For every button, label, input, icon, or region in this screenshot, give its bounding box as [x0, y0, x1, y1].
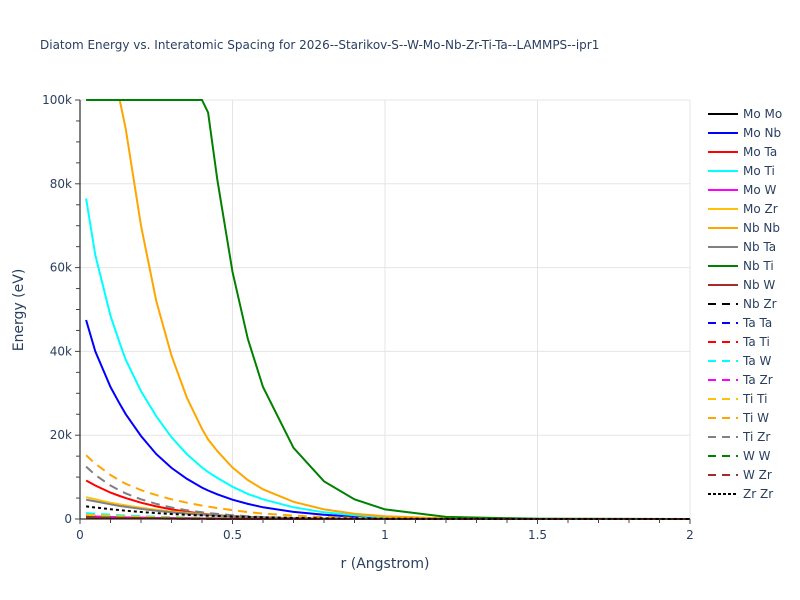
legend-label: Nb W	[743, 278, 775, 292]
y-tick-label: 80k	[50, 177, 72, 191]
trace-mo-nb	[85, 319, 690, 520]
trace-mo-ti	[85, 198, 691, 520]
legend-label: Nb Ti	[743, 259, 774, 273]
legend-label: Mo Ta	[743, 145, 777, 159]
data-traces	[85, 99, 691, 520]
legend-item-ti-w[interactable]: Ti W	[708, 411, 769, 425]
y-tick-label: 100k	[42, 93, 72, 107]
legend-label: Ti W	[742, 411, 769, 425]
legend-item-nb-zr[interactable]: Nb Zr	[708, 297, 777, 311]
legend-label: Nb Zr	[743, 297, 777, 311]
trace-nb-nb	[86, 99, 691, 520]
legend-label: Ta Zr	[742, 373, 773, 387]
legend-label: Nb Ta	[743, 240, 776, 254]
legend-item-ti-ti[interactable]: Ti Ti	[708, 392, 767, 406]
legend-label: Nb Nb	[743, 221, 780, 235]
y-axis-label: Energy (eV)	[11, 269, 27, 352]
x-axis-label: r (Angstrom)	[341, 556, 430, 572]
x-tick-label: 2	[686, 528, 694, 542]
x-tick-label: 0.5	[223, 528, 242, 542]
legend-label: Ti Zr	[742, 430, 770, 444]
legend-item-mo-ti[interactable]: Mo Ti	[708, 164, 775, 178]
legend-item-mo-ta[interactable]: Mo Ta	[708, 145, 777, 159]
legend-item-mo-mo[interactable]: Mo Mo	[708, 107, 782, 121]
legend-item-mo-zr[interactable]: Mo Zr	[708, 202, 778, 216]
legend-label: Ta W	[742, 354, 772, 368]
legend-label: Ta Ta	[742, 316, 772, 330]
chart-title: Diatom Energy vs. Interatomic Spacing fo…	[40, 38, 600, 52]
legend-label: Ti Ti	[742, 392, 767, 406]
trace-nb-ti	[86, 99, 691, 520]
legend-label: Zr Zr	[743, 487, 773, 501]
legend-label: Mo Mo	[743, 107, 782, 121]
legend-item-mo-nb[interactable]: Mo Nb	[708, 126, 781, 140]
legend-item-nb-nb[interactable]: Nb Nb	[708, 221, 780, 235]
legend-item-mo-w[interactable]: Mo W	[708, 183, 777, 197]
legend-label: Ta Ti	[742, 335, 770, 349]
legend-item-nb-ta[interactable]: Nb Ta	[708, 240, 776, 254]
legend-label: Mo Ti	[743, 164, 775, 178]
legend-item-nb-ti[interactable]: Nb Ti	[708, 259, 774, 273]
legend-item-ta-ti[interactable]: Ta Ti	[708, 335, 770, 349]
legend[interactable]: Mo Mo Mo Nb Mo Ta Mo Ti Mo W Mo Zr Nb Nb Nb Ta N…	[708, 107, 782, 501]
y-tick-label: 60k	[50, 261, 72, 275]
legend-item-nb-w[interactable]: Nb W	[708, 278, 775, 292]
x-tick-label: 1	[381, 528, 389, 542]
legend-label: Mo Nb	[743, 126, 781, 140]
x-tick-label: 1.5	[528, 528, 547, 542]
legend-label: Mo W	[743, 183, 777, 197]
axes: 0 0.5 1 1.5 2 0 20k 40k 60k 80k 100k	[42, 93, 694, 542]
legend-item-ta-zr[interactable]: Ta Zr	[708, 373, 773, 387]
y-tick-label: 20k	[50, 428, 72, 442]
trace-ti-zr	[85, 465, 690, 520]
legend-item-zr-zr[interactable]: Zr Zr	[708, 487, 773, 501]
legend-label: Mo Zr	[743, 202, 778, 216]
y-tick-label: 0	[64, 512, 72, 526]
legend-item-ta-ta[interactable]: Ta Ta	[708, 316, 772, 330]
trace-ti-w	[85, 454, 690, 520]
legend-label: W Zr	[743, 468, 772, 482]
x-tick-label: 0	[76, 528, 84, 542]
legend-item-w-zr[interactable]: W Zr	[708, 468, 772, 482]
legend-item-ti-zr[interactable]: Ti Zr	[708, 430, 770, 444]
grid-lines	[80, 99, 691, 519]
legend-label: W W	[743, 449, 771, 463]
legend-item-w-w[interactable]: W W	[708, 449, 771, 463]
legend-item-ta-w[interactable]: Ta W	[708, 354, 772, 368]
y-tick-label: 40k	[50, 344, 72, 358]
